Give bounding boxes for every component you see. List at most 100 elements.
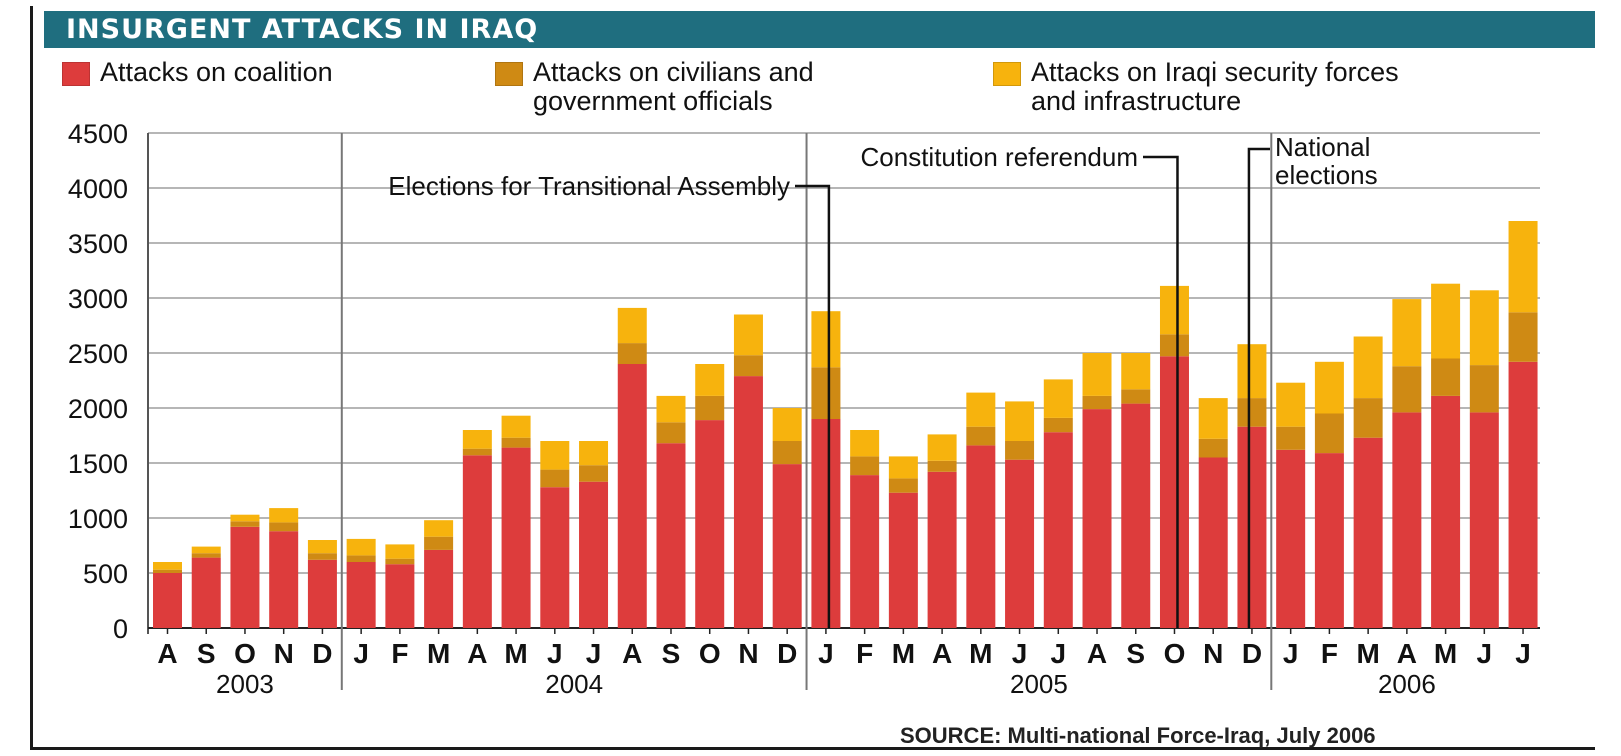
x-tick-label: F bbox=[391, 638, 408, 669]
bar-segment-security-forces bbox=[307, 540, 337, 554]
x-tick-label: J bbox=[1515, 638, 1531, 669]
bar-segment-coalition bbox=[733, 376, 763, 628]
x-tick-label: A bbox=[932, 638, 952, 669]
bar-segment-civilians bbox=[927, 460, 957, 472]
bar-segment-security-forces bbox=[617, 307, 647, 344]
x-tick-label: M bbox=[427, 638, 450, 669]
bar-segment-security-forces bbox=[1043, 379, 1073, 418]
legend-label-civilians: Attacks on civilians and government offi… bbox=[533, 57, 814, 116]
y-tick-label: 3500 bbox=[68, 229, 128, 259]
bar-segment-security-forces bbox=[269, 508, 299, 523]
bar-segment-security-forces bbox=[230, 514, 260, 522]
x-tick-label: A bbox=[1397, 638, 1417, 669]
bar-segment-coalition bbox=[1508, 361, 1538, 628]
bar-segment-civilians bbox=[540, 469, 570, 488]
bar-segment-civilians bbox=[1198, 438, 1228, 458]
x-tick-label: N bbox=[274, 638, 294, 669]
annotation-leader-line bbox=[795, 184, 831, 628]
bar-segment-coalition bbox=[385, 564, 415, 628]
bar-segment-coalition bbox=[307, 559, 337, 628]
bar-segment-security-forces bbox=[501, 415, 531, 438]
bar-segment-civilians bbox=[1005, 441, 1035, 460]
bar-segment-civilians bbox=[733, 355, 763, 377]
bar-segment-civilians bbox=[1314, 413, 1344, 454]
bar-segment-coalition bbox=[424, 549, 454, 628]
bar-segment-coalition bbox=[888, 492, 918, 628]
bar-segment-security-forces bbox=[1159, 285, 1189, 335]
bar-segment-civilians bbox=[695, 395, 725, 421]
bar-segment-civilians bbox=[1276, 426, 1306, 450]
x-tick-label: A bbox=[157, 638, 177, 669]
bar-segment-civilians bbox=[888, 478, 918, 493]
bar-segment-security-forces bbox=[1082, 353, 1112, 396]
bar-segment-civilians bbox=[230, 521, 260, 527]
legend-item-security-forces: Attacks on Iraqi security forces and inf… bbox=[993, 58, 1593, 116]
x-tick-label: S bbox=[662, 638, 681, 669]
bar-segment-coalition bbox=[346, 562, 376, 628]
x-tick-label: O bbox=[1164, 638, 1186, 669]
bar-segment-security-forces bbox=[1121, 353, 1151, 390]
bar-segment-security-forces bbox=[153, 562, 182, 570]
x-tick-label: J bbox=[586, 638, 602, 669]
x-tick-label: J bbox=[1051, 638, 1067, 669]
bar-segment-coalition bbox=[1043, 432, 1073, 628]
bar-segment-security-forces bbox=[1392, 299, 1422, 367]
bar-segment-security-forces bbox=[1276, 382, 1306, 427]
source-note: SOURCE: Multi-national Force-Iraq, July … bbox=[900, 723, 1376, 748]
legend-swatch-civilians bbox=[495, 62, 523, 86]
bar-segment-coalition bbox=[1314, 453, 1344, 628]
bar-segment-civilians bbox=[269, 522, 299, 532]
x-tick-label: F bbox=[1321, 638, 1338, 669]
x-tick-label: J bbox=[547, 638, 563, 669]
x-tick-label: M bbox=[892, 638, 915, 669]
x-tick-label: M bbox=[1434, 638, 1457, 669]
bar-segment-security-forces bbox=[850, 430, 880, 457]
bar-segment-coalition bbox=[1198, 457, 1228, 628]
bar-segment-coalition bbox=[695, 420, 725, 628]
x-tick-label: A bbox=[622, 638, 642, 669]
bar-segment-coalition bbox=[540, 487, 570, 628]
y-tick-label: 1500 bbox=[68, 449, 128, 479]
year-label: 2005 bbox=[1010, 669, 1068, 699]
x-tick-label: J bbox=[818, 638, 834, 669]
bar-segment-coalition bbox=[772, 464, 802, 628]
y-tick-label: 4000 bbox=[68, 174, 128, 204]
bar-segment-security-forces bbox=[888, 456, 918, 479]
bar-segment-civilians bbox=[1237, 398, 1267, 427]
bar-segment-coalition bbox=[850, 475, 880, 628]
x-tick-label: O bbox=[234, 638, 256, 669]
x-tick-label: M bbox=[1356, 638, 1379, 669]
bar-segment-security-forces bbox=[1198, 398, 1228, 439]
bar-segment-civilians bbox=[1121, 389, 1151, 404]
y-tick-label: 2000 bbox=[68, 394, 128, 424]
bar-segment-civilians bbox=[966, 426, 996, 446]
bar-segment-security-forces bbox=[811, 311, 841, 368]
bar-segment-coalition bbox=[1431, 395, 1461, 628]
x-tick-label: S bbox=[1126, 638, 1145, 669]
x-tick-label: M bbox=[969, 638, 992, 669]
x-tick-label: J bbox=[1477, 638, 1493, 669]
bar-segment-civilians bbox=[1431, 358, 1461, 396]
bar-segment-civilians bbox=[656, 422, 686, 444]
bar-segment-civilians bbox=[1043, 417, 1073, 433]
bar-segment-civilians bbox=[850, 456, 880, 476]
year-label: 2006 bbox=[1378, 669, 1436, 699]
bar-segment-coalition bbox=[1159, 356, 1189, 628]
bar-segment-civilians bbox=[1469, 365, 1499, 413]
legend-label-security-forces: Attacks on Iraqi security forces and inf… bbox=[1031, 58, 1399, 116]
bar-segment-civilians bbox=[346, 555, 376, 562]
bar-segment-security-forces bbox=[1469, 290, 1499, 366]
x-tick-label: A bbox=[467, 638, 487, 669]
x-tick-label: M bbox=[504, 638, 527, 669]
x-tick-label: J bbox=[1012, 638, 1028, 669]
y-tick-label: 4500 bbox=[68, 119, 128, 149]
y-tick-label: 3000 bbox=[68, 284, 128, 314]
legend-swatch-security-forces bbox=[993, 62, 1021, 86]
bar-segment-security-forces bbox=[579, 441, 609, 466]
bar-segment-civilians bbox=[307, 553, 337, 560]
annotation-label: Elections for Transitional Assembly bbox=[388, 171, 790, 201]
x-tick-label: A bbox=[1087, 638, 1107, 669]
bar-segment-security-forces bbox=[772, 408, 802, 441]
annotation-label: National elections bbox=[1275, 132, 1378, 190]
